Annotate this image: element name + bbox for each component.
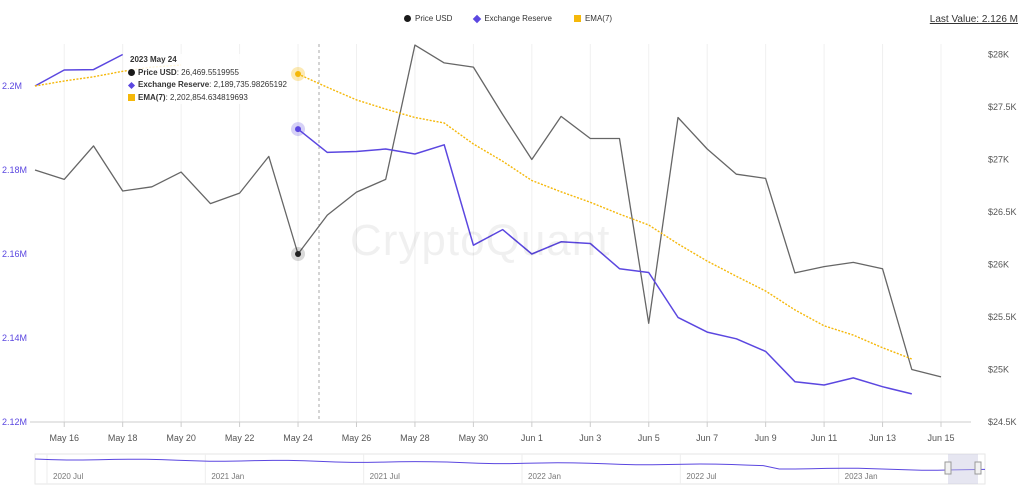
navigator-trend-line [34, 458, 986, 471]
x-tick-label: Jun 1 [521, 433, 543, 443]
marker-reserve [295, 126, 302, 133]
navigator-label: 2021 Jul [370, 472, 400, 481]
series-line-reserve [34, 53, 912, 395]
navigator-handle-left[interactable] [944, 461, 952, 475]
tooltip-reserve-label: Exchange Reserve [138, 80, 210, 89]
circle-icon [128, 69, 135, 77]
tooltip-ema-label: EMA(7) [138, 92, 166, 102]
x-tick-label: Jun 9 [755, 433, 777, 443]
navigator-frame [34, 453, 986, 485]
right-tick-label: $27.5K [988, 102, 1017, 112]
legend-label-price: Price USD [415, 14, 453, 23]
series-line-price [34, 44, 942, 378]
right-tick-label: $27K [988, 155, 1009, 165]
x-tick-label: Jun 15 [927, 433, 954, 443]
left-tick-label: 2.16M [2, 249, 27, 259]
tooltip-reserve-value: : 2,189,735.98265192 [209, 80, 288, 89]
last-value-link[interactable]: Last Value: 2.126 M [929, 14, 1018, 25]
right-tick-label: $28K [988, 50, 1009, 60]
x-tick-label: May 26 [342, 433, 372, 443]
marker-ema [295, 71, 302, 78]
x-tick-label: Jun 11 [811, 433, 837, 443]
tooltip-price-label: Price USD [138, 67, 177, 77]
left-tick-label: 2.18M [2, 165, 27, 175]
navigator-selection [948, 454, 978, 484]
right-tick-label: $26.5K [988, 207, 1017, 217]
right-tick-label: $25K [988, 365, 1009, 375]
x-tick-label: May 30 [459, 433, 489, 443]
navigator-label: 2021 Jan [211, 472, 244, 481]
diamond-icon [127, 81, 136, 89]
left-tick-label: 2.2M [2, 81, 22, 91]
navigator-label: 2022 Jan [528, 472, 561, 481]
x-tick-label: May 16 [49, 433, 79, 443]
tooltip-row-ema: EMA(7): 2,202,854.634819693 [128, 92, 287, 105]
navigator-label: 2020 Jul [53, 472, 83, 481]
square-icon [573, 15, 581, 22]
navigator-handle-right[interactable] [974, 461, 982, 475]
left-tick-label: 2.14M [2, 333, 27, 343]
tooltip-date: 2023 May 24 [130, 55, 177, 64]
x-tick-label: Jun 3 [579, 433, 601, 443]
x-tick-label: May 24 [283, 433, 313, 443]
navigator-bar[interactable]: 2020 Jul 2021 Jan 2021 Jul 2022 Jan 2022 Jul… [34, 453, 986, 485]
right-tick-label: $26K [988, 260, 1009, 270]
legend: Price USD Exchange Reserve EMA(7) [404, 14, 612, 23]
x-tick-label: May 22 [225, 433, 255, 443]
square-icon [128, 94, 135, 102]
watermark: CryptoQuant [350, 216, 611, 265]
diamond-icon [473, 14, 482, 23]
left-tick-label: 2.12M [2, 417, 27, 427]
x-tick-label: May 28 [400, 433, 430, 443]
legend-label-reserve: Exchange Reserve [484, 14, 552, 23]
marker-price [295, 251, 302, 257]
legend-label-ema: EMA(7) [584, 14, 613, 23]
hover-markers [291, 67, 306, 261]
tooltip-row-price: Price USD: 26,469.5519955 [128, 67, 287, 80]
x-tick-label: May 20 [166, 433, 196, 443]
right-tick-label: $24.5K [988, 417, 1017, 427]
x-tick-label: Jun 7 [696, 433, 718, 443]
tooltip-price-value: : 26,469.5519955 [176, 67, 239, 77]
tooltip: 2023 May 24 Price USD: 26,469.5519955 Ex… [127, 54, 288, 105]
navigator-label: 2022 Jul [686, 472, 716, 481]
right-tick-label: $25.5K [988, 312, 1017, 322]
tooltip-row-reserve: Exchange Reserve: 2,189,735.98265192 [127, 79, 288, 92]
grid-lines [63, 44, 942, 422]
legend-item-reserve[interactable]: Exchange Reserve [473, 14, 552, 23]
x-tick-label: Jun 5 [638, 433, 660, 443]
x-tick-label: Jun 13 [869, 433, 896, 443]
legend-item-ema[interactable]: EMA(7) [573, 14, 613, 23]
circle-icon [404, 15, 411, 22]
x-tick-label: May 18 [108, 433, 138, 443]
axis-layer: May 16 May 18 May 20 May 22 May 24 May 26 May … [2, 50, 1017, 444]
legend-item-price[interactable]: Price USD [404, 14, 452, 23]
navigator-label: 2023 Jan [845, 472, 878, 481]
tooltip-ema-value: : 2,202,854.634819693 [165, 92, 248, 102]
